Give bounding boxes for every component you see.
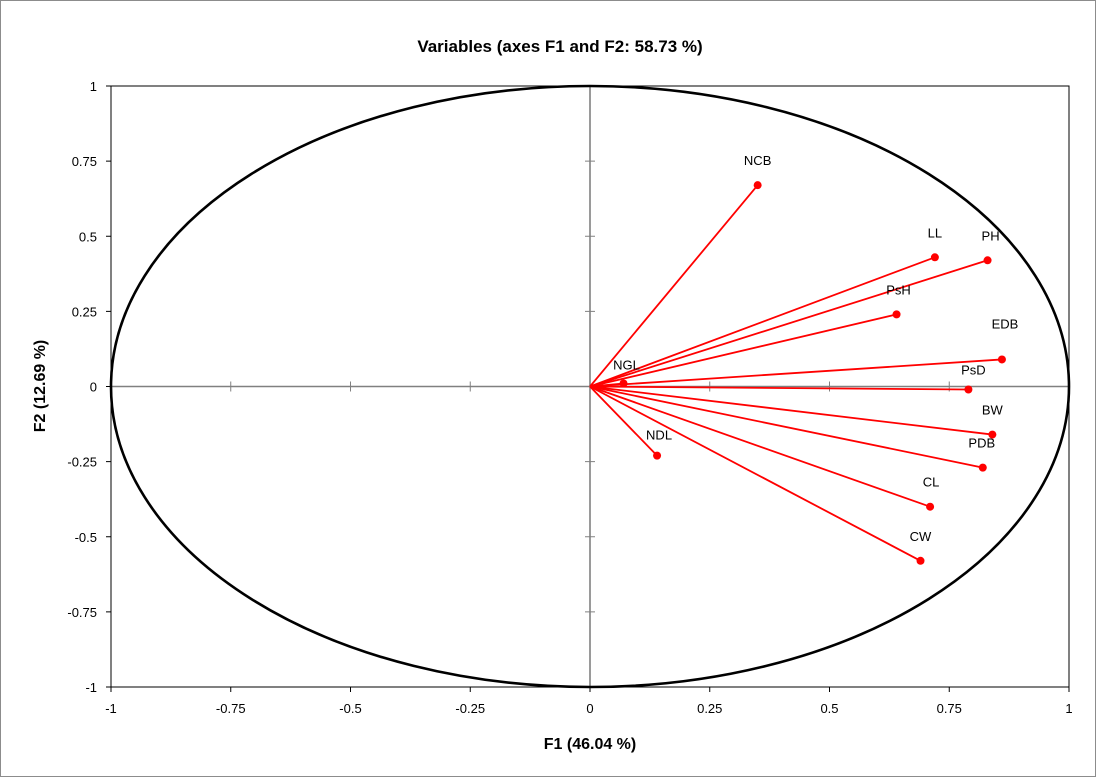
vector-psh	[589, 313, 897, 388]
point-ncb	[753, 181, 762, 190]
y-tick-label: 0.5	[79, 229, 97, 244]
point-label-edb: EDB	[992, 316, 1019, 331]
y-tick-label: -0.75	[67, 605, 97, 620]
point-ndl	[653, 451, 662, 460]
vector-edb	[589, 358, 1002, 388]
point-label-psd: PsD	[961, 363, 986, 378]
y-tick-label: 0	[90, 380, 97, 395]
point-label-ncb: NCB	[744, 153, 771, 168]
point-label-ngl: NGL	[613, 357, 640, 372]
point-psh	[892, 310, 901, 319]
vectors-layer	[589, 181, 1006, 565]
x-axis-title: F1 (46.04 %)	[544, 736, 636, 753]
x-tick-label: -0.75	[216, 701, 246, 716]
axes-layer: -1 -0.75 -0.5 -0.25 0 0.25 0.5 0.75 1 -1 -0.75 -0.5…	[67, 79, 1072, 716]
point-pdb	[978, 463, 987, 472]
y-tick-label: 0.75	[72, 154, 97, 169]
correlation-circle	[109, 84, 1071, 689]
vector-ndl	[589, 385, 658, 457]
chart-title: Variables (axes F1 and F2: 58.73 %)	[417, 37, 702, 56]
y-tick-label: -1	[85, 680, 97, 695]
vector-cl	[589, 385, 931, 508]
point-ll	[930, 253, 939, 262]
y-tick-label: 0.25	[72, 304, 97, 319]
point-label-psh: PsH	[886, 282, 911, 297]
vector-cw	[589, 385, 921, 562]
point-label-bw: BW	[982, 403, 1004, 418]
y-tick-label: -0.5	[75, 530, 97, 545]
x-tick-label: -0.25	[455, 701, 485, 716]
point-label-cl: CL	[923, 475, 940, 490]
x-tick-label: -0.5	[339, 701, 361, 716]
point-bw	[988, 430, 997, 439]
point-label-cw: CW	[910, 529, 932, 544]
x-tick-label: 0.5	[820, 701, 838, 716]
point-cl	[926, 502, 935, 511]
point-ph	[983, 256, 992, 265]
y-tick-label: -0.25	[67, 455, 97, 470]
vector-bw	[589, 385, 993, 436]
x-tick-label: 0.75	[937, 701, 962, 716]
y-tick-label: 1	[90, 79, 97, 94]
vector-ncb	[589, 184, 759, 388]
point-label-ll: LL	[928, 225, 942, 240]
point-edb	[997, 355, 1006, 364]
vector-ll	[589, 256, 936, 388]
vector-ph	[589, 259, 988, 388]
point-label-ph: PH	[982, 228, 1000, 243]
x-tick-label: 0	[586, 701, 593, 716]
labels-layer: NCB LL PH PsH EDB NGL PsD BW NDL PDB CL CW	[613, 153, 1018, 544]
point-psd	[964, 385, 973, 394]
x-tick-label: 0.25	[697, 701, 722, 716]
vector-pdb	[589, 385, 983, 469]
point-ngl	[619, 379, 628, 388]
point-cw	[916, 556, 925, 565]
y-axis-title: F2 (12.69 %)	[32, 340, 49, 432]
vector-psd	[589, 385, 969, 391]
point-label-ndl: NDL	[646, 428, 672, 443]
circle-layer	[109, 84, 1071, 689]
point-label-pdb: PDB	[968, 436, 995, 451]
x-tick-label: 1	[1065, 701, 1072, 716]
x-tick-label: -1	[105, 701, 117, 716]
